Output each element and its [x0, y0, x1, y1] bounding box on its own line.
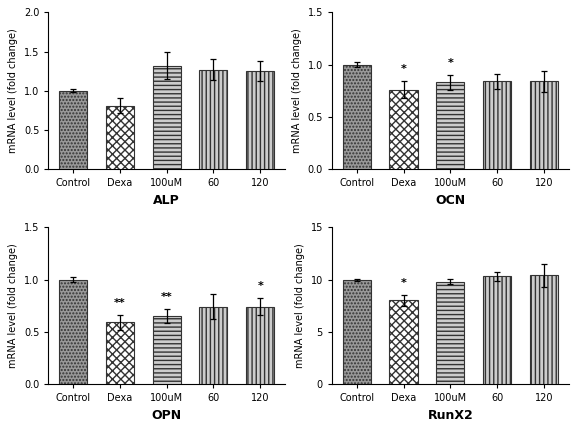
Bar [59, 280, 87, 384]
Text: **: ** [114, 298, 126, 308]
Bar [106, 106, 134, 169]
Bar [153, 66, 181, 169]
Text: *: * [447, 58, 454, 68]
Text: **: ** [161, 292, 173, 302]
Bar [389, 90, 418, 169]
Y-axis label: mRNA level (fold change): mRNA level (fold change) [295, 243, 305, 368]
Y-axis label: mRNA level (fold change): mRNA level (fold change) [292, 28, 302, 153]
Y-axis label: mRNA level (fold change): mRNA level (fold change) [8, 28, 18, 153]
Bar [246, 71, 274, 169]
Bar [153, 316, 181, 384]
Bar [483, 81, 511, 169]
Bar [483, 276, 511, 384]
Bar [530, 81, 558, 169]
Bar [436, 83, 464, 169]
Bar [200, 307, 227, 384]
Bar [436, 282, 464, 384]
Bar [530, 275, 558, 384]
Y-axis label: mRNA level (fold change): mRNA level (fold change) [8, 243, 18, 368]
X-axis label: ALP: ALP [153, 194, 180, 207]
Bar [343, 280, 371, 384]
X-axis label: OCN: OCN [435, 194, 466, 207]
Bar [343, 64, 371, 169]
Bar [59, 91, 87, 169]
Bar [106, 322, 134, 384]
Bar [389, 301, 418, 384]
Bar [246, 307, 274, 384]
Bar [200, 70, 227, 169]
Text: *: * [400, 64, 406, 74]
Text: *: * [400, 278, 406, 288]
X-axis label: OPN: OPN [152, 408, 182, 422]
X-axis label: RunX2: RunX2 [428, 408, 473, 422]
Text: *: * [257, 281, 263, 292]
